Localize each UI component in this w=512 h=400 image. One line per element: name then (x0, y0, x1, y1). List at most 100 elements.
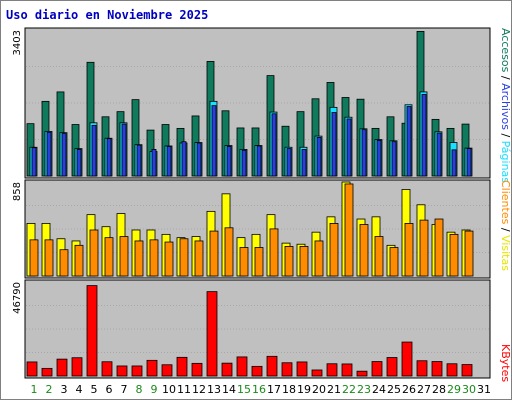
bar-archivos-day-15 (241, 149, 247, 177)
bar-clientes-day-13 (209, 230, 219, 277)
bar-archivos-day-20 (316, 136, 322, 177)
x-tick-label: 15 (237, 383, 251, 396)
bar-kbytes-day-4 (71, 357, 83, 377)
x-tick-label: 21 (327, 383, 341, 396)
bar-kbytes-day-3 (56, 358, 68, 377)
chart-title: Uso diario en Noviembre 2025 (6, 8, 208, 22)
bar-kbytes-day-23 (356, 370, 368, 377)
bar-archivos-day-13 (211, 105, 217, 177)
bar-kbytes-day-30 (461, 364, 473, 377)
x-tick-label: 7 (121, 383, 128, 396)
bar-kbytes-day-8 (131, 365, 143, 377)
bar-kbytes-day-1 (26, 361, 38, 377)
bar-archivos-day-18 (286, 148, 292, 177)
bar-archivos-day-3 (61, 133, 67, 177)
x-tick-label: 26 (402, 383, 416, 396)
bar-kbytes-day-2 (41, 367, 53, 377)
bar-clientes-day-6 (104, 237, 114, 277)
usage-legend: Accesos / Archivos / Páginas (499, 28, 512, 183)
bar-archivos-day-21 (331, 112, 337, 177)
x-tick-label: 5 (91, 383, 98, 396)
x-tick-label: 12 (192, 383, 206, 396)
bar-kbytes-day-15 (236, 356, 248, 377)
kbytes-ymax-label: 46790 (12, 282, 23, 314)
bar-kbytes-day-5 (86, 285, 98, 377)
bar-clientes-day-4 (74, 244, 84, 277)
bar-archivos-day-14 (226, 145, 232, 177)
bar-clientes-day-30 (464, 230, 474, 277)
svg-text:Accesos / Archivos / Páginas: Accesos / Archivos / Páginas (499, 28, 512, 183)
x-tick-label: 29 (447, 383, 461, 396)
x-tick-label: 31 (477, 383, 491, 396)
x-axis-labels: 1 2 3 4 5 6 7 8 9 10 11 12 13 14 15 16 17 18 19 20 21 22 23 24 2… (31, 383, 492, 396)
bar-clientes-day-28 (434, 218, 444, 277)
bar-kbytes-day-14 (221, 362, 233, 377)
legend-visitas: Visitas (499, 235, 512, 271)
legend-archivos: Archivos (499, 83, 512, 130)
bar-clientes-day-3 (59, 249, 69, 277)
legend-clientes: Clientes (499, 180, 512, 225)
bar-kbytes-day-6 (101, 361, 113, 377)
bar-archivos-day-30 (466, 148, 472, 177)
bar-clientes-day-10 (164, 241, 174, 277)
bar-clientes-day-19 (299, 246, 309, 277)
bar-kbytes-day-9 (146, 359, 158, 377)
bar-clientes-day-25 (389, 247, 399, 277)
bar-archivos-day-16 (256, 145, 262, 177)
bar-kbytes-day-29 (446, 363, 458, 377)
x-tick-label: 23 (357, 383, 371, 396)
bar-archivos-day-11 (181, 141, 187, 177)
x-tick-label: 18 (282, 383, 296, 396)
legend-sep: / (499, 224, 512, 235)
bar-kbytes-day-7 (116, 365, 128, 377)
bar-archivos-day-8 (136, 144, 142, 177)
x-tick-label: 8 (136, 383, 143, 396)
x-tick-label: 19 (297, 383, 311, 396)
x-tick-label: 27 (417, 383, 431, 396)
bar-kbytes-day-11 (176, 356, 188, 377)
bar-clientes-day-23 (359, 224, 369, 277)
x-tick-label: 10 (162, 383, 176, 396)
bar-archivos-day-7 (121, 123, 127, 177)
bar-archivos-day-9 (151, 148, 157, 177)
bar-archivos-day-4 (76, 148, 82, 177)
bar-archivos-day-25 (391, 141, 397, 177)
x-tick-label: 6 (106, 383, 113, 396)
bar-kbytes-day-28 (431, 361, 443, 377)
bar-clientes-day-15 (239, 247, 249, 277)
bar-clientes-day-24 (374, 236, 384, 277)
bar-clientes-day-9 (149, 239, 159, 277)
bar-marks (26, 31, 474, 377)
bar-clientes-day-18 (284, 246, 294, 277)
legend-accesos: Accesos (499, 28, 512, 73)
bar-kbytes-day-27 (416, 360, 428, 377)
bar-archivos-day-29 (451, 149, 457, 177)
bar-kbytes-day-20 (311, 369, 323, 377)
visits-ymax-label: 858 (12, 182, 23, 201)
bar-kbytes-day-21 (326, 363, 338, 377)
bar-archivos-day-26 (406, 106, 412, 177)
bar-clientes-day-5 (89, 229, 99, 277)
visits-legend: Clientes / Visitas (499, 180, 512, 271)
legend-sep: / (499, 130, 512, 141)
bar-kbytes-day-17 (266, 355, 278, 377)
bar-clientes-day-27 (419, 219, 429, 277)
bar-clientes-day-2 (44, 239, 54, 277)
bar-archivos-day-24 (376, 139, 382, 177)
x-tick-label: 22 (342, 383, 356, 396)
x-tick-label: 9 (151, 383, 158, 396)
bar-kbytes-day-26 (401, 341, 413, 377)
bar-clientes-day-22 (344, 183, 354, 277)
bar-clientes-day-16 (254, 247, 264, 277)
bar-kbytes-day-12 (191, 362, 203, 377)
bar-kbytes-day-18 (281, 362, 293, 377)
bar-clientes-day-20 (314, 240, 324, 277)
bar-clientes-day-8 (134, 240, 144, 277)
x-tick-label: 17 (267, 383, 281, 396)
x-tick-label: 3 (61, 383, 68, 396)
legend-paginas: Páginas (499, 141, 512, 184)
bar-archivos-day-6 (106, 138, 112, 177)
x-tick-label: 25 (387, 383, 401, 396)
bar-clientes-day-21 (329, 223, 339, 277)
